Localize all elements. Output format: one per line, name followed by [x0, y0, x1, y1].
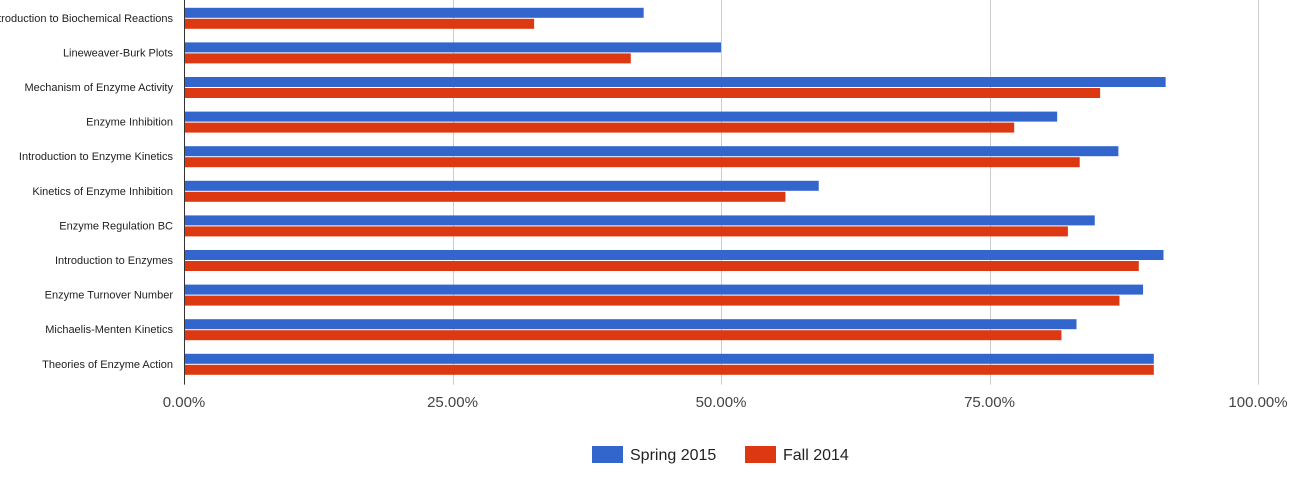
bar-spring-2015-9[interactable] — [184, 319, 1077, 330]
bar-spring-2015-4[interactable] — [184, 146, 1119, 157]
bar-spring-2015-0[interactable] — [184, 7, 644, 18]
x-tick-label-1: 25.00% — [427, 394, 478, 411]
bar-fall-2014-9[interactable] — [184, 330, 1062, 341]
category-label-3: Enzyme Inhibition — [86, 117, 173, 129]
bar-spring-2015-1[interactable] — [184, 42, 721, 53]
bar-fall-2014-6[interactable] — [184, 226, 1068, 237]
bar-spring-2015-7[interactable] — [184, 250, 1164, 260]
category-label-8: Enzyme Turnover Number — [45, 290, 174, 302]
legend-spring-2015[interactable]: Spring 2015 — [592, 446, 716, 464]
bar-fall-2014-1[interactable] — [184, 53, 631, 64]
legend-fall-2014-label: Fall 2014 — [783, 447, 849, 464]
bar-fall-2014-2[interactable] — [184, 88, 1101, 98]
x-tick-label-4: 100.00% — [1228, 394, 1287, 411]
x-tick-label-3: 75.00% — [964, 394, 1015, 411]
bar-fall-2014-8[interactable] — [184, 295, 1120, 306]
bar-spring-2015-3[interactable] — [184, 111, 1058, 122]
category-label-9: Michaelis-Menten Kinetics — [45, 324, 173, 336]
bar-spring-2015-6[interactable] — [184, 215, 1095, 226]
bar-fall-2014-0[interactable] — [184, 18, 535, 29]
category-labels: Introduction to Biochemical Reactions Lin… — [0, 13, 173, 371]
bar-fall-2014-5[interactable] — [184, 191, 786, 202]
category-label-10: Theories of Enzyme Action — [42, 359, 173, 371]
category-label-4: Introduction to Enzyme Kinetics — [19, 151, 174, 163]
legend-spring-2015-label: Spring 2015 — [630, 447, 716, 464]
legend: Spring 2015 Fall 2014 — [592, 446, 849, 464]
category-label-6: Enzyme Regulation BC — [59, 220, 173, 232]
bar-fall-2014-7[interactable] — [184, 261, 1139, 271]
category-label-7: Introduction to Enzymes — [55, 255, 174, 267]
legend-spring-2015-swatch — [592, 446, 623, 463]
legend-fall-2014-swatch — [745, 446, 776, 463]
category-label-5: Kinetics of Enzyme Inhibition — [32, 186, 173, 198]
category-label-1: Lineweaver-Burk Plots — [63, 47, 174, 59]
bar-spring-2015-8[interactable] — [184, 284, 1144, 295]
bar-fall-2014-10[interactable] — [184, 364, 1154, 375]
bar-fall-2014-3[interactable] — [184, 122, 1015, 133]
bar-spring-2015-5[interactable] — [184, 180, 819, 191]
x-tick-labels: 0.00% 25.00% 50.00% 75.00% 100.00% — [163, 394, 1288, 411]
x-tick-label-0: 0.00% — [163, 394, 206, 411]
bar-fall-2014-4[interactable] — [184, 157, 1080, 168]
category-label-2: Mechanism of Enzyme Activity — [24, 82, 173, 94]
bar-spring-2015-2[interactable] — [184, 77, 1166, 87]
bar-spring-2015-10[interactable] — [184, 353, 1154, 364]
legend-fall-2014[interactable]: Fall 2014 — [745, 446, 849, 464]
category-label-0: Introduction to Biochemical Reactions — [0, 13, 173, 25]
x-tick-label-2: 50.00% — [696, 394, 747, 411]
bars — [184, 7, 1166, 375]
